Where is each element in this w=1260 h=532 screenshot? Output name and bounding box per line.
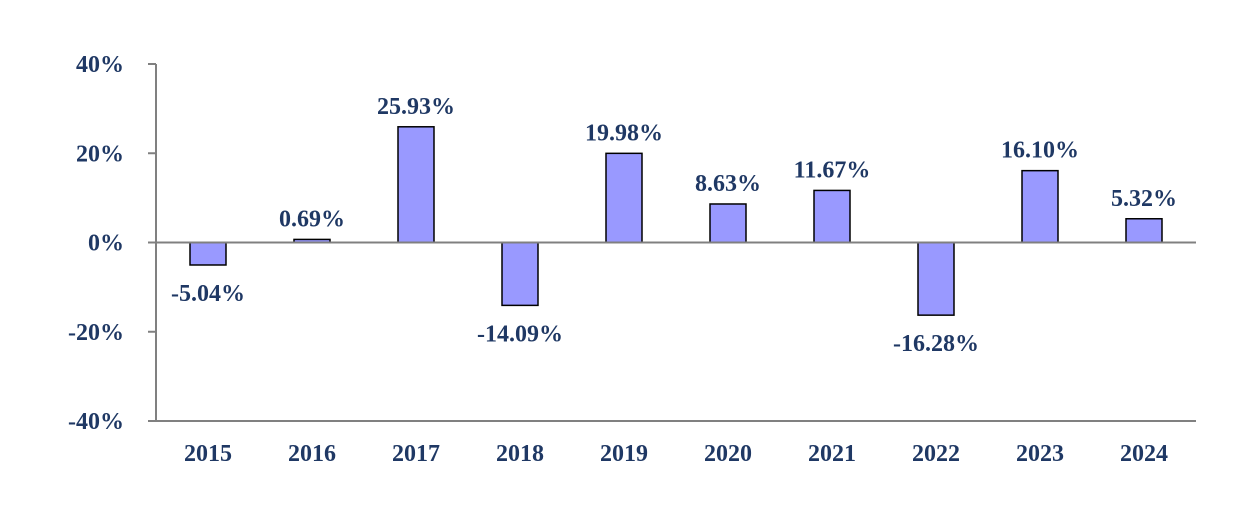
x-tick-label: 2018 bbox=[496, 441, 544, 467]
y-axis: 40% 20% 0% -20% -40% bbox=[68, 52, 157, 435]
data-labels: -5.04% 0.69% 25.93% -14.09% 19.98% 8.63% 11.67… bbox=[171, 94, 1177, 357]
y-tick-label: 0% bbox=[88, 231, 124, 257]
x-tick-label: 2020 bbox=[704, 441, 752, 467]
data-label-2024: 5.32% bbox=[1111, 186, 1177, 212]
bar-2015 bbox=[189, 241, 227, 266]
data-label-2015: -5.04% bbox=[171, 281, 245, 307]
data-label-2021: 11.67% bbox=[794, 157, 871, 183]
data-label-2020: 8.63% bbox=[695, 171, 761, 197]
x-axis: 2015 2016 2017 2018 2019 2020 2021 2022 2023 2024 bbox=[156, 241, 1196, 467]
data-label-2022: -16.28% bbox=[893, 331, 979, 357]
x-tick-label: 2022 bbox=[912, 441, 960, 467]
bar-2024 bbox=[1125, 218, 1163, 244]
data-label-2017: 25.93% bbox=[377, 94, 455, 120]
bar-2020 bbox=[709, 203, 747, 244]
x-tick-label: 2024 bbox=[1120, 441, 1168, 467]
x-tick-label: 2016 bbox=[288, 441, 336, 467]
bar-2021 bbox=[813, 189, 851, 244]
data-label-2018: -14.09% bbox=[477, 321, 563, 347]
x-tick-label: 2017 bbox=[392, 441, 440, 467]
x-tick-label: 2021 bbox=[808, 441, 856, 467]
bar-2023 bbox=[1021, 169, 1059, 244]
y-tick-label: 40% bbox=[76, 52, 124, 78]
bar-2017 bbox=[397, 126, 435, 244]
data-label-2016: 0.69% bbox=[279, 206, 345, 232]
bar-2022 bbox=[917, 241, 955, 316]
data-label-2019: 19.98% bbox=[585, 120, 663, 146]
x-tick-label: 2019 bbox=[600, 441, 648, 467]
bar-2018 bbox=[501, 241, 539, 307]
y-tick-label: -20% bbox=[68, 320, 124, 346]
data-label-2023: 16.10% bbox=[1001, 138, 1079, 164]
x-tick-label: 2015 bbox=[184, 441, 232, 467]
bars bbox=[189, 126, 1163, 316]
x-tick-label: 2023 bbox=[1016, 441, 1064, 467]
bar-2019 bbox=[605, 152, 643, 244]
y-tick-label: 20% bbox=[76, 141, 124, 167]
y-tick-label: -40% bbox=[68, 409, 124, 435]
